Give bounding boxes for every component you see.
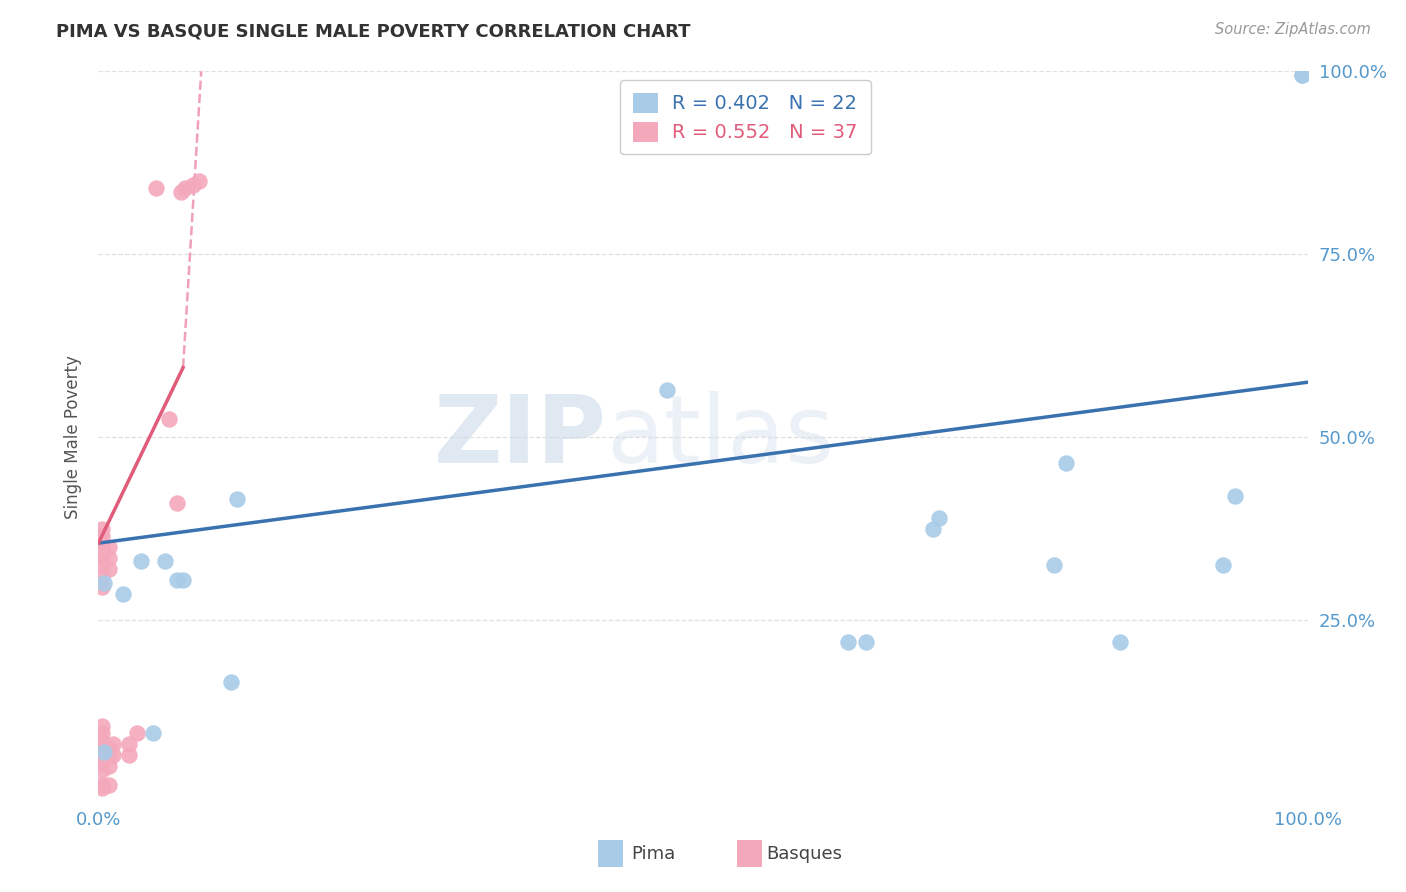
Legend: R = 0.402   N = 22, R = 0.552   N = 37: R = 0.402 N = 22, R = 0.552 N = 37: [620, 80, 870, 154]
Point: [91, 569, 114, 583]
Bar: [737, 840, 762, 867]
Point: [98, 540, 121, 554]
Point: [855, 635, 877, 649]
Point: [91, 558, 114, 573]
Point: [111, 587, 134, 601]
Point: [142, 726, 165, 740]
Point: [91, 737, 114, 751]
Text: ZIP: ZIP: [433, 391, 606, 483]
Y-axis label: Single Male Poverty: Single Male Poverty: [63, 355, 82, 519]
Point: [91, 781, 114, 796]
Point: [166, 573, 188, 587]
Point: [91, 778, 114, 792]
Bar: [598, 840, 623, 867]
Point: [98, 562, 121, 576]
Point: [145, 181, 167, 195]
Point: [91, 748, 114, 763]
Point: [174, 181, 197, 195]
Point: [98, 550, 121, 565]
Point: [91, 521, 114, 535]
Point: [129, 554, 152, 568]
Point: [181, 178, 204, 192]
Point: [1109, 635, 1132, 649]
Point: [91, 550, 114, 565]
Point: [127, 726, 149, 740]
Point: [91, 529, 114, 543]
Point: [655, 383, 678, 397]
Point: [157, 412, 180, 426]
Point: [921, 521, 943, 535]
Point: [1042, 558, 1064, 573]
Point: [91, 580, 114, 594]
Point: [98, 740, 121, 755]
Point: [187, 174, 209, 188]
Point: [1291, 68, 1313, 82]
Point: [98, 759, 121, 773]
Point: [91, 740, 114, 755]
Point: [118, 748, 141, 763]
Point: [91, 733, 114, 747]
Point: [91, 543, 114, 558]
Point: [166, 496, 188, 510]
Point: [153, 554, 176, 568]
Point: [98, 748, 121, 763]
Point: [91, 719, 114, 733]
Point: [226, 492, 249, 507]
Text: Pima: Pima: [631, 845, 675, 863]
Point: [928, 510, 950, 524]
Point: [837, 635, 859, 649]
Point: [1291, 68, 1313, 82]
Point: [98, 778, 121, 792]
Text: Source: ZipAtlas.com: Source: ZipAtlas.com: [1215, 22, 1371, 37]
Point: [101, 748, 124, 763]
Point: [93, 745, 115, 759]
Point: [93, 576, 115, 591]
Point: [221, 675, 243, 690]
Point: [91, 536, 114, 550]
Point: [169, 185, 191, 199]
Point: [118, 737, 141, 751]
Point: [91, 726, 114, 740]
Point: [91, 763, 114, 777]
Text: PIMA VS BASQUE SINGLE MALE POVERTY CORRELATION CHART: PIMA VS BASQUE SINGLE MALE POVERTY CORRE…: [56, 22, 690, 40]
Point: [1054, 456, 1077, 470]
Point: [101, 737, 124, 751]
Point: [1223, 489, 1246, 503]
Point: [91, 756, 114, 770]
Text: Basques: Basques: [766, 845, 842, 863]
Point: [172, 573, 194, 587]
Text: atlas: atlas: [606, 391, 835, 483]
Point: [1212, 558, 1234, 573]
